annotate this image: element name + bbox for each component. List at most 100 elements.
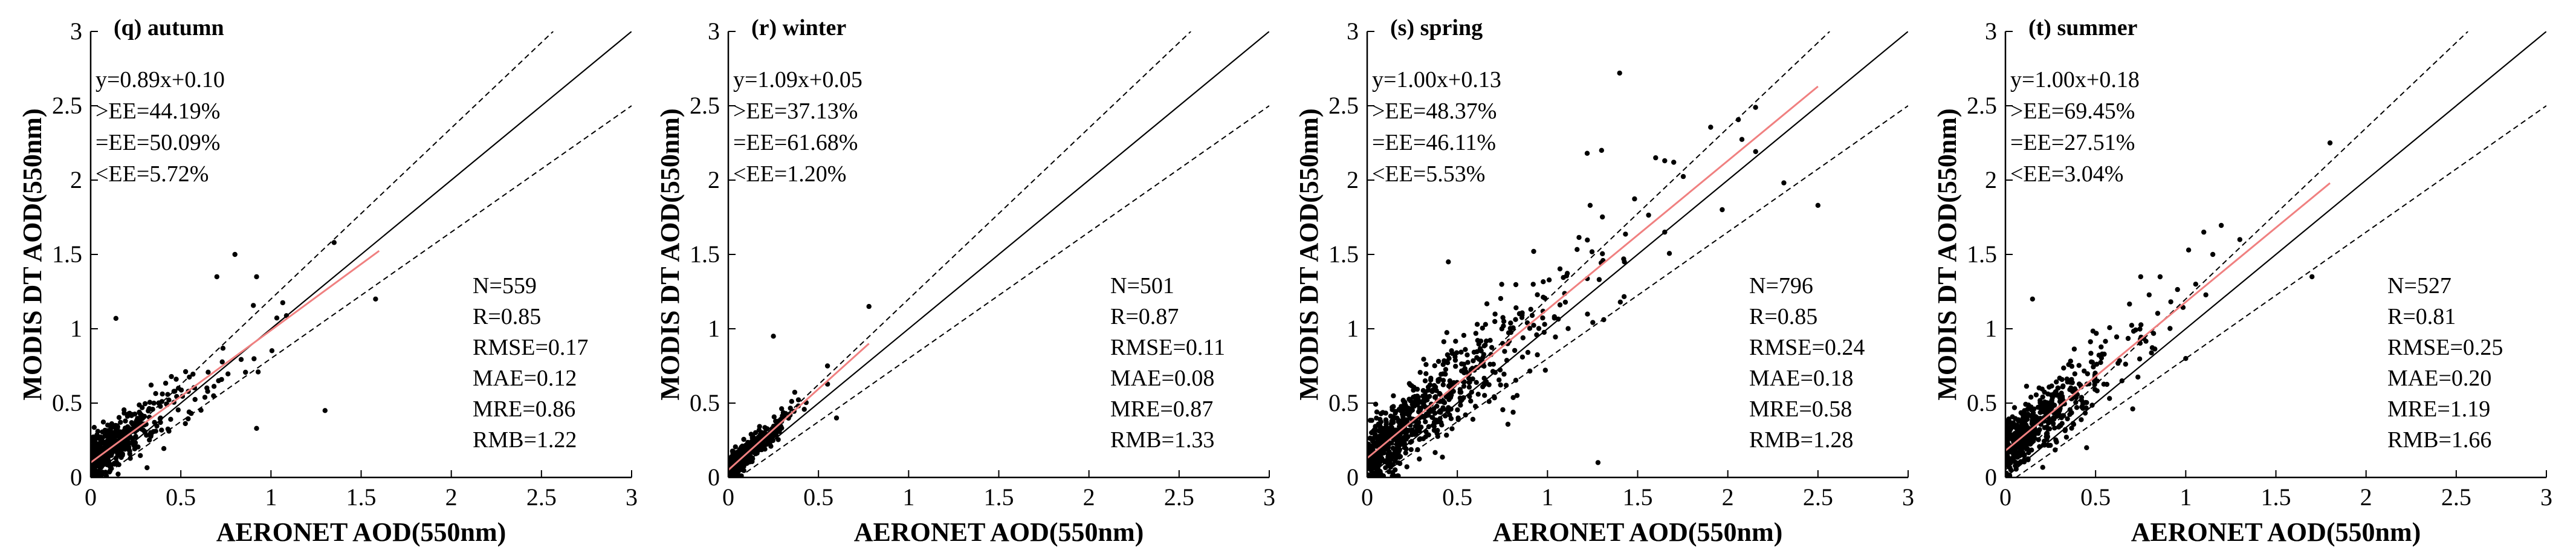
data-point xyxy=(1600,214,1605,220)
data-point xyxy=(2020,412,2025,417)
data-point xyxy=(1433,417,1438,423)
x-tick-label: 1.5 xyxy=(984,483,1014,511)
stat-n: N=501 xyxy=(1110,273,1174,299)
data-point xyxy=(2073,395,2079,401)
stat-rmse: RMSE=0.17 xyxy=(473,335,588,360)
data-point xyxy=(118,419,123,425)
data-point xyxy=(1720,207,1725,213)
data-point xyxy=(2053,447,2058,453)
data-point xyxy=(1474,322,1480,327)
data-point xyxy=(138,426,144,432)
data-point xyxy=(1489,344,1495,351)
data-point xyxy=(1530,282,1536,287)
data-point xyxy=(2115,360,2121,366)
one-to-one-line xyxy=(2005,31,2546,477)
data-point xyxy=(121,407,127,413)
data-point xyxy=(1383,410,1388,416)
data-point xyxy=(1469,389,1474,395)
data-point xyxy=(2146,292,2152,298)
data-point xyxy=(1622,259,1627,265)
data-point xyxy=(1432,410,1438,416)
data-point xyxy=(1589,249,1595,254)
data-point xyxy=(2024,445,2030,451)
scatter-points xyxy=(2005,140,2333,477)
data-point xyxy=(2069,363,2075,369)
data-point xyxy=(2149,350,2154,355)
x-tick-label: 2.5 xyxy=(1164,483,1194,511)
data-point xyxy=(274,315,280,321)
data-point xyxy=(220,346,226,351)
x-tick-label: 0 xyxy=(85,483,97,511)
y-tick-label: 1.5 xyxy=(690,241,720,268)
data-point xyxy=(1503,383,1509,388)
stat-r: R=0.87 xyxy=(1110,304,1179,329)
y-tick-label: 2 xyxy=(1985,166,1997,193)
data-point xyxy=(1421,399,1426,404)
stat-n: N=559 xyxy=(473,273,537,299)
data-point xyxy=(1444,330,1449,335)
data-point xyxy=(225,371,231,377)
data-point xyxy=(1403,433,1409,439)
data-point xyxy=(1381,450,1387,456)
data-point xyxy=(2025,402,2031,408)
data-point xyxy=(2068,358,2073,364)
y-tick-label: 1.5 xyxy=(52,241,82,268)
data-point xyxy=(738,447,744,453)
data-point xyxy=(1735,117,1741,123)
data-point xyxy=(1417,407,1423,413)
ee-stat: <EE=1.20% xyxy=(733,161,846,187)
data-point xyxy=(1540,315,1545,321)
data-point xyxy=(1455,407,1460,413)
data-point xyxy=(801,407,807,412)
data-point xyxy=(2055,385,2060,391)
data-point xyxy=(1383,446,1388,451)
data-point xyxy=(2063,435,2070,440)
y-tick-label: 1 xyxy=(70,315,82,342)
data-point xyxy=(1480,325,1485,331)
stat-r: R=0.81 xyxy=(2387,304,2456,329)
data-point xyxy=(2327,140,2333,146)
y-tick-label: 2.5 xyxy=(1328,92,1359,119)
stat-r: R=0.85 xyxy=(1749,304,1817,329)
x-axis-label: AERONET AOD(550nm) xyxy=(1493,517,1783,547)
data-point xyxy=(2047,384,2052,390)
data-point xyxy=(1426,432,1431,438)
data-point xyxy=(1455,415,1461,421)
data-point xyxy=(2082,410,2088,416)
data-point xyxy=(1373,432,1378,438)
data-point xyxy=(2010,414,2015,419)
data-point xyxy=(2071,346,2077,352)
data-point xyxy=(1536,326,1542,331)
panel-title: (q) autumn xyxy=(114,15,224,40)
data-point xyxy=(752,430,759,436)
data-point xyxy=(187,374,192,380)
data-point xyxy=(2028,395,2034,400)
data-point xyxy=(1585,311,1590,317)
ee-lower-line xyxy=(1377,105,1908,477)
data-point xyxy=(91,473,95,477)
data-point xyxy=(2094,388,2100,393)
data-point xyxy=(1387,457,1392,462)
data-point xyxy=(2218,222,2224,228)
data-point xyxy=(1406,396,1412,402)
data-point xyxy=(1525,349,1531,355)
data-point xyxy=(2183,356,2189,361)
ee-lower-line xyxy=(2015,105,2546,477)
data-point xyxy=(866,303,872,309)
data-point xyxy=(1429,389,1435,395)
one-to-one-line xyxy=(91,31,632,477)
data-point xyxy=(238,357,244,362)
data-point xyxy=(114,459,119,465)
data-point xyxy=(2056,393,2062,399)
data-point xyxy=(1680,173,1686,179)
data-point xyxy=(2127,301,2132,307)
data-point xyxy=(1463,412,1468,418)
data-point xyxy=(2186,247,2192,253)
data-point xyxy=(1459,397,1464,402)
stat-r: R=0.85 xyxy=(473,304,541,329)
data-point xyxy=(1396,418,1402,423)
data-point xyxy=(154,423,160,429)
data-point xyxy=(1445,409,1451,415)
data-point xyxy=(1492,311,1498,317)
data-point xyxy=(1445,352,1451,358)
